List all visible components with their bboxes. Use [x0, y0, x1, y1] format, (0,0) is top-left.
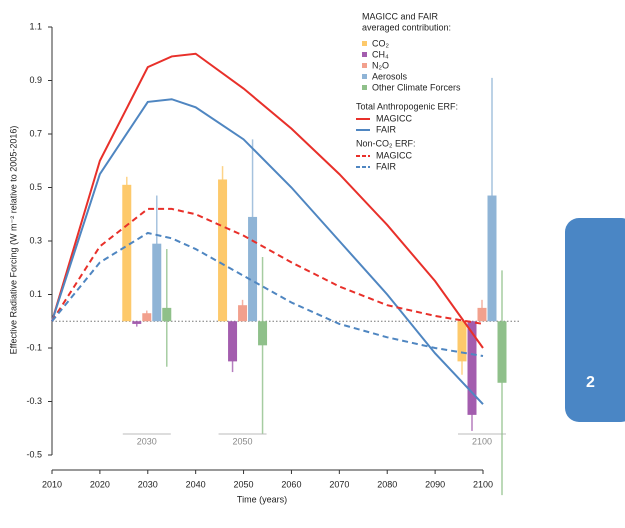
x-tick-label: 2050	[234, 479, 254, 489]
y-tick-label: 0.3	[29, 235, 42, 245]
y-tick-label: 0.5	[29, 182, 42, 192]
y-tick-label: 1.1	[29, 21, 42, 31]
bar	[228, 321, 238, 362]
legend-title: averaged contribution:	[362, 22, 451, 32]
y-tick-label: 0.1	[29, 289, 42, 299]
group-label: 2050	[233, 436, 253, 446]
line	[51, 98, 484, 405]
x-axis-label: Time (years)	[237, 494, 287, 504]
legend-label: FAIR	[376, 124, 397, 134]
group-label: 2100	[472, 436, 492, 446]
line	[51, 52, 484, 349]
legend-label: FAIR	[376, 161, 397, 171]
legend-label: CO₂	[372, 38, 390, 48]
legend-label: CH₄	[372, 49, 389, 59]
bar	[142, 313, 152, 322]
x-tick-label: 2090	[425, 479, 445, 489]
bar	[467, 321, 477, 415]
x-tick-label: 2080	[377, 479, 397, 489]
legend-title: MAGICC and FAIR	[362, 11, 439, 21]
legend-title: Total Anthropogenic ERF:	[356, 101, 458, 111]
y-tick-label: -0.3	[26, 396, 42, 406]
y-tick-label: 0.7	[29, 128, 42, 138]
legend-label: N₂O	[372, 60, 389, 70]
legend-swatch	[362, 41, 367, 46]
legend-label: Aerosols	[372, 71, 408, 81]
legend-swatch	[362, 63, 367, 68]
y-tick-label: -0.1	[26, 342, 42, 352]
x-tick-label: 2020	[90, 479, 110, 489]
group-label: 2030	[137, 436, 157, 446]
x-tick-label: 2030	[138, 479, 158, 489]
line	[51, 231, 484, 358]
y-axis-label: Effective Radiative Forcing (W m⁻² relat…	[8, 126, 18, 355]
bar	[238, 305, 248, 322]
legend-swatch	[362, 74, 367, 79]
x-tick-label: 2010	[42, 479, 62, 489]
legend-title: Non-CO₂ ERF:	[356, 138, 416, 148]
bar	[218, 179, 228, 322]
x-tick-label: 2100	[473, 479, 493, 489]
legend-label: MAGICC	[376, 150, 413, 160]
y-tick-label: 0.9	[29, 75, 42, 85]
x-tick-label: 2070	[329, 479, 349, 489]
y-tick-label: -0.5	[26, 449, 42, 459]
side-tab	[565, 218, 625, 422]
x-tick-label: 2060	[281, 479, 301, 489]
legend-swatch	[362, 85, 367, 90]
side-tab-label: 2	[586, 374, 595, 391]
bar	[457, 321, 467, 362]
line	[51, 207, 484, 325]
legend-label: MAGICC	[376, 113, 413, 123]
legend-label: Other Climate Forcers	[372, 82, 461, 92]
bar	[122, 184, 132, 322]
x-tick-label: 2040	[186, 479, 206, 489]
legend-swatch	[362, 52, 367, 57]
